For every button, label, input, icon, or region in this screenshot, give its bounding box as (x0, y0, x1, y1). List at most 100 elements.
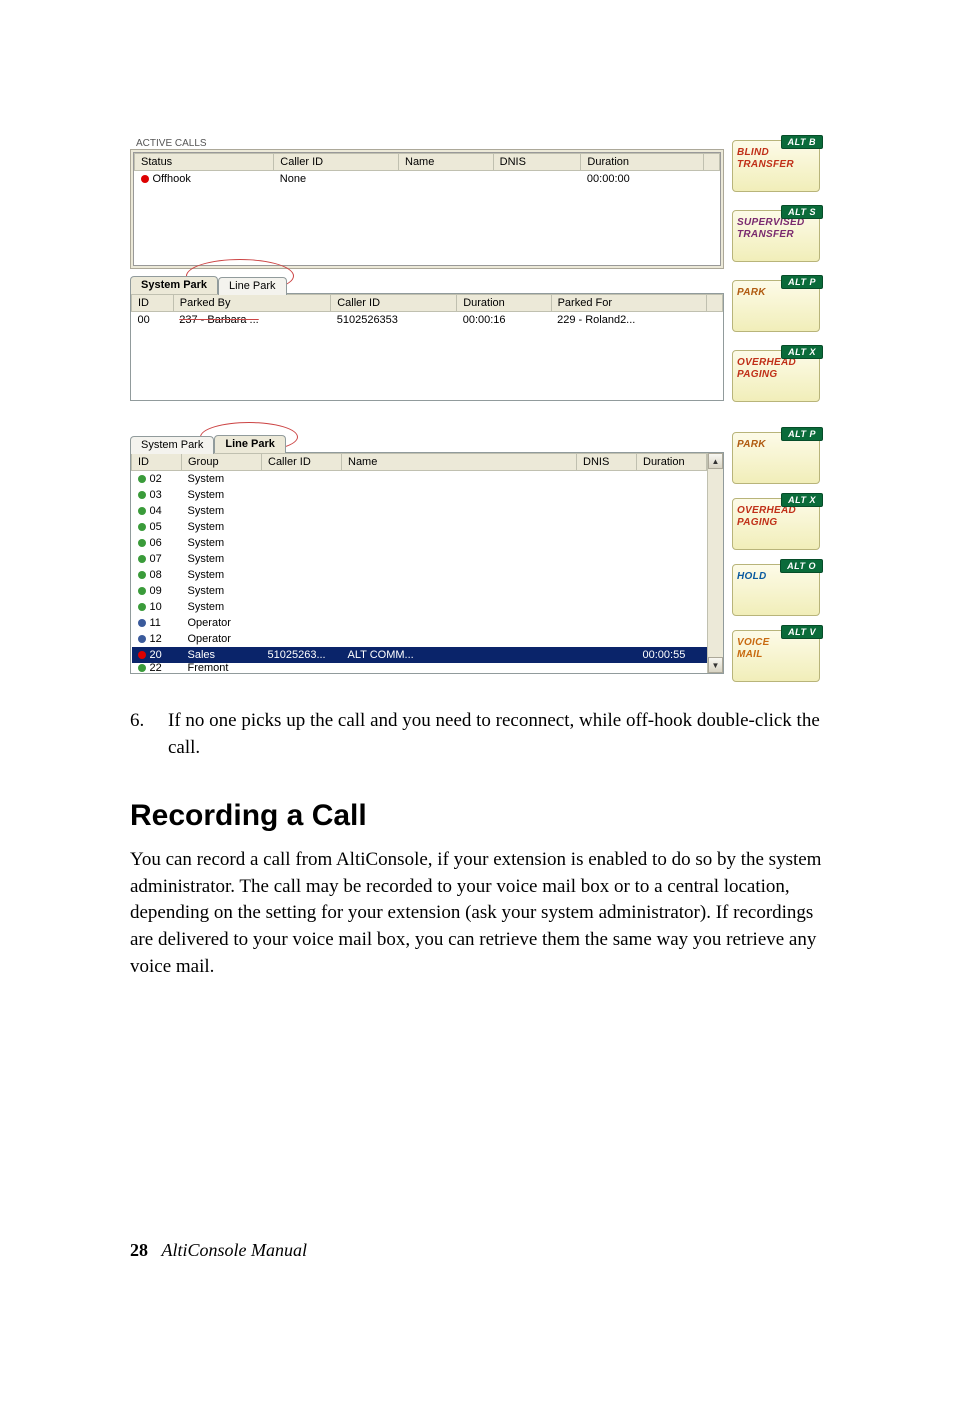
col-dnis[interactable]: DNIS (493, 154, 581, 171)
sp-col-caller-id[interactable]: Caller ID (331, 295, 457, 312)
active-call-row[interactable]: Offhook None 00:00:00 (135, 171, 720, 188)
park-button[interactable]: ALT P PARK (732, 432, 820, 484)
screenshot-panel-2: System Park Line Park ID Group Caller ID… (130, 428, 824, 682)
sp-parked-by: 237 - Barbara ... (173, 312, 331, 329)
lp-group: System (182, 551, 262, 567)
step-number: 6. (130, 708, 152, 761)
lp-col-caller-id[interactable]: Caller ID (262, 454, 342, 471)
line-park-row[interactable]: 22 Fremont (132, 663, 707, 673)
status-dot-icon (138, 571, 146, 579)
scroll-down-icon[interactable]: ▼ (708, 657, 723, 673)
lp-group: System (182, 535, 262, 551)
status-dot-icon (138, 651, 146, 659)
sp-parked-for: 229 - Roland2... (551, 312, 706, 329)
col-status[interactable]: Status (135, 154, 274, 171)
park-button[interactable]: ALT P PARK (732, 280, 820, 332)
heading-recording-a-call: Recording a Call (130, 799, 824, 833)
line-park-row[interactable]: 05 System (132, 519, 707, 535)
hold-button[interactable]: ALT O HOLD (732, 564, 820, 616)
line-park-row[interactable]: 07 System (132, 551, 707, 567)
lp-group: Sales (182, 647, 262, 663)
lp-group: Operator (182, 615, 262, 631)
sp-id: 00 (132, 312, 174, 329)
lp-group: System (182, 471, 262, 488)
lp-col-id[interactable]: ID (132, 454, 182, 471)
overhead-button[interactable]: ALT X OVERHEADPAGING (732, 498, 820, 550)
line-park-row[interactable]: 11 Operator (132, 615, 707, 631)
status-dot-icon (138, 491, 146, 499)
tab-system-park-2[interactable]: System Park (130, 436, 214, 454)
lp-col-duration[interactable]: Duration (637, 454, 707, 471)
supervised-button[interactable]: ALT S SUPERVISEDTRANSFER (732, 210, 820, 262)
line-park-row[interactable]: 10 System (132, 599, 707, 615)
tab-line-park-2[interactable]: Line Park (214, 435, 286, 453)
status-dot-icon (138, 475, 146, 483)
col-spacer (707, 295, 723, 312)
lp-col-name[interactable]: Name (342, 454, 577, 471)
system-park-table: ID Parked By Caller ID Duration Parked F… (131, 294, 723, 328)
alt-badge: ALT X (781, 345, 823, 359)
step-text: If no one picks up the call and you need… (168, 708, 824, 761)
page-footer: 28 AltiConsole Manual (130, 1240, 824, 1261)
line-park-table: ID Group Caller ID Name DNIS Duration 02… (131, 453, 707, 673)
lp-group: Fremont (182, 663, 262, 673)
line-park-row[interactable]: 03 System (132, 487, 707, 503)
status-dot-icon (138, 664, 146, 672)
voice-button[interactable]: ALT V VOICEMAIL (732, 630, 820, 682)
button-label: VOICEMAIL (737, 637, 815, 660)
col-duration[interactable]: Duration (581, 154, 704, 171)
status-dot-icon (138, 539, 146, 547)
lp-dnis (577, 647, 637, 663)
lp-group: System (182, 519, 262, 535)
cell-dnis (493, 171, 581, 188)
lp-col-dnis[interactable]: DNIS (577, 454, 637, 471)
lp-col-group[interactable]: Group (182, 454, 262, 471)
sp-caller-id: 5102526353 (331, 312, 457, 329)
alt-badge: ALT O (780, 559, 823, 573)
line-park-row[interactable]: 09 System (132, 583, 707, 599)
lp-caller-id: 51025263... (262, 647, 342, 663)
sp-col-id[interactable]: ID (132, 295, 174, 312)
recording-paragraph: You can record a call from AltiConsole, … (130, 847, 824, 980)
manual-title: AltiConsole Manual (162, 1240, 308, 1260)
lp-group: System (182, 487, 262, 503)
line-park-row-selected[interactable]: 20 Sales 51025263... ALT COMM... 00:00:5… (132, 647, 707, 663)
line-park-row[interactable]: 08 System (132, 567, 707, 583)
lp-group: System (182, 567, 262, 583)
col-caller-id[interactable]: Caller ID (274, 154, 399, 171)
status-text: Offhook (153, 173, 191, 185)
blind-button[interactable]: ALT B BLINDTRANSFER (732, 140, 820, 192)
active-calls-label: ACTIVE CALLS (136, 138, 724, 149)
lp-group: System (182, 583, 262, 599)
overhead-button[interactable]: ALT X OVERHEADPAGING (732, 350, 820, 402)
line-park-content: ID Group Caller ID Name DNIS Duration 02… (130, 452, 724, 674)
sp-col-parked-by[interactable]: Parked By (173, 295, 331, 312)
status-dot-icon (138, 555, 146, 563)
status-dot-icon (138, 603, 146, 611)
line-park-row[interactable]: 04 System (132, 503, 707, 519)
line-park-row[interactable]: 12 Operator (132, 631, 707, 647)
lp-duration: 00:00:55 (637, 647, 707, 663)
button-label: OVERHEADPAGING (737, 505, 815, 528)
cell-caller-id: None (274, 171, 399, 188)
line-park-row[interactable]: 02 System (132, 471, 707, 488)
line-park-row[interactable]: 06 System (132, 535, 707, 551)
scrollbar[interactable]: ▲ ▼ (707, 453, 723, 673)
alt-badge: ALT S (781, 205, 823, 219)
status-dot-icon (138, 507, 146, 515)
system-park-content: ID Parked By Caller ID Duration Parked F… (130, 293, 724, 401)
button-label: SUPERVISEDTRANSFER (737, 217, 815, 240)
page-number: 28 (130, 1240, 148, 1260)
alt-badge: ALT B (781, 135, 823, 149)
alt-badge: ALT X (781, 493, 823, 507)
status-dot-icon (138, 587, 146, 595)
sp-col-duration[interactable]: Duration (457, 295, 551, 312)
tab-system-park[interactable]: System Park (130, 276, 218, 294)
scroll-up-icon[interactable]: ▲ (708, 453, 723, 469)
system-park-row[interactable]: 00 237 - Barbara ... 5102526353 00:00:16… (132, 312, 723, 329)
sp-duration: 00:00:16 (457, 312, 551, 329)
tab-line-park[interactable]: Line Park (218, 277, 286, 295)
col-name[interactable]: Name (399, 154, 494, 171)
lp-group: Operator (182, 631, 262, 647)
sp-col-parked-for[interactable]: Parked For (551, 295, 706, 312)
